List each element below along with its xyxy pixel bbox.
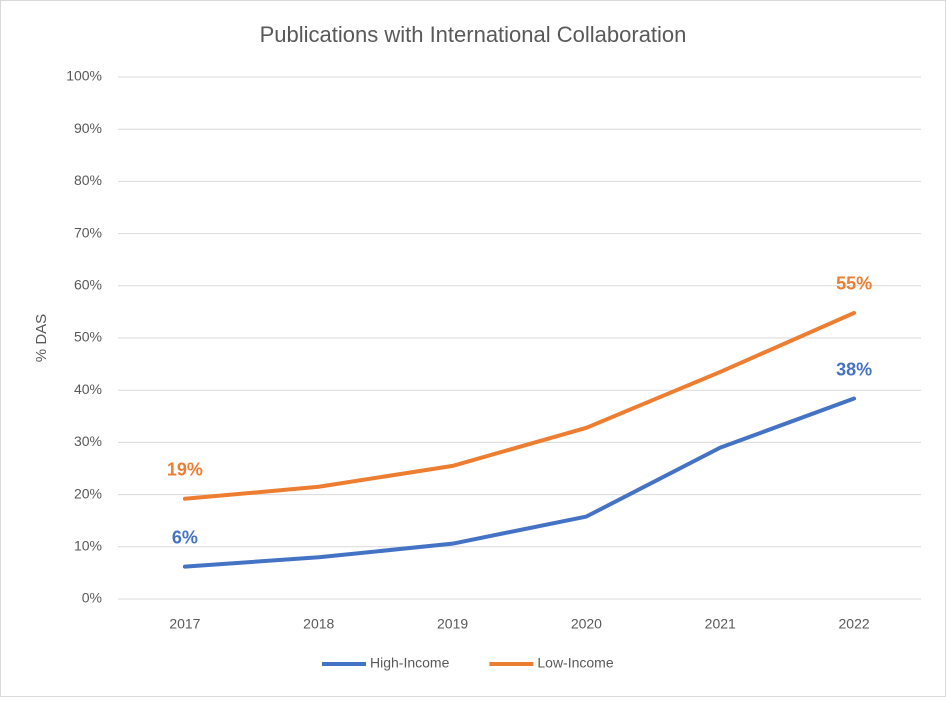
y-tick-label: 60% — [74, 277, 102, 293]
y-tick-label: 0% — [82, 590, 102, 606]
y-axis-label: % DAS — [33, 314, 50, 362]
y-tick-label: 20% — [74, 485, 102, 501]
x-tick-label: 2020 — [571, 616, 602, 632]
x-tick-label: 2019 — [437, 616, 468, 632]
data-label: 38% — [836, 359, 872, 379]
series-line — [182, 310, 857, 501]
y-tick-label: 100% — [66, 68, 102, 84]
x-tick-label: 2017 — [169, 616, 200, 632]
y-tick-label: 40% — [74, 381, 102, 397]
legend-label: High-Income — [370, 655, 450, 671]
series-line — [182, 396, 857, 569]
y-tick-label: 10% — [74, 538, 102, 554]
y-tick-label: 70% — [74, 224, 102, 240]
legend-label: Low-Income — [537, 655, 613, 671]
y-tick-label: 80% — [74, 172, 102, 188]
y-tick-label: 50% — [74, 329, 102, 345]
y-tick-label: 30% — [74, 433, 102, 449]
x-tick-label: 2022 — [839, 616, 870, 632]
x-tick-label: 2021 — [705, 616, 736, 632]
y-tick-label: 90% — [74, 120, 102, 136]
data-label: 55% — [836, 274, 872, 294]
x-tick-label: 2018 — [303, 616, 334, 632]
data-label: 19% — [167, 460, 203, 480]
data-label: 6% — [172, 527, 198, 547]
chart-title: Publications with International Collabor… — [260, 22, 687, 47]
